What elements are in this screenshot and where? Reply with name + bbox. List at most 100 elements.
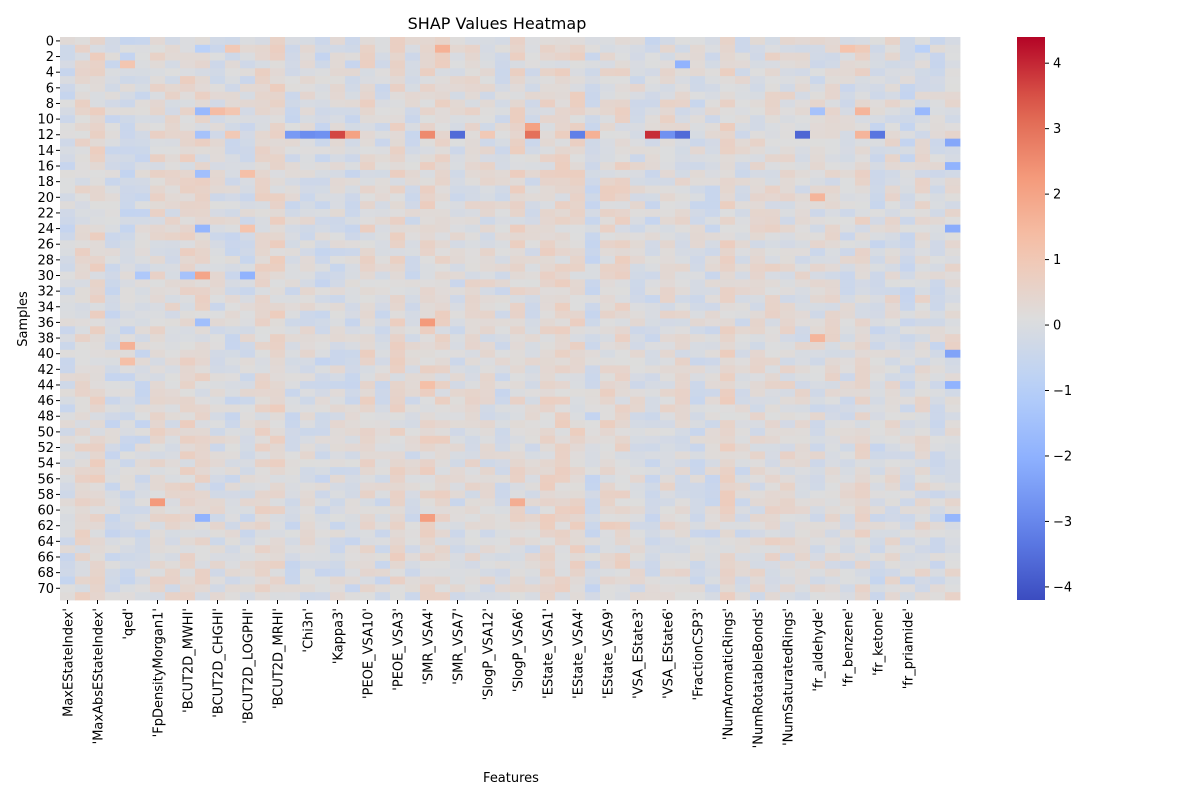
heatmap-cell [360, 76, 376, 85]
heatmap-cell [750, 592, 766, 601]
heatmap-cell [705, 123, 721, 132]
heatmap-cell [120, 177, 136, 186]
heatmap-cell [840, 459, 856, 468]
heatmap-cell [885, 302, 901, 312]
heatmap-cell [945, 60, 961, 69]
heatmap-cell [405, 584, 421, 593]
heatmap-cell [360, 560, 376, 570]
heatmap-cell [885, 193, 901, 202]
heatmap-cell [915, 318, 931, 327]
heatmap-cell [345, 349, 361, 358]
heatmap-cell [345, 576, 361, 585]
heatmap-cell [120, 318, 136, 327]
heatmap-cell [855, 584, 871, 593]
heatmap-cell [555, 60, 571, 69]
heatmap-cell [120, 216, 136, 226]
heatmap-cell [840, 396, 856, 405]
heatmap-cell [60, 271, 76, 280]
heatmap-cell [120, 381, 136, 390]
heatmap-cell [765, 60, 781, 69]
heatmap-cell [165, 560, 181, 570]
heatmap-cell [615, 576, 631, 585]
heatmap-cell [660, 169, 676, 179]
heatmap-cell [615, 506, 631, 515]
heatmap-cell [645, 177, 661, 186]
heatmap-cell [645, 99, 661, 108]
heatmap-cell [75, 357, 91, 366]
heatmap-cell [780, 592, 796, 601]
heatmap-cell [735, 146, 751, 155]
heatmap-cell [240, 185, 256, 194]
heatmap-cell [900, 513, 916, 523]
heatmap-cell [630, 435, 646, 445]
heatmap-cell [870, 302, 886, 312]
heatmap-cell [645, 216, 661, 226]
heatmap-cell [570, 201, 586, 210]
heatmap-cell [735, 529, 751, 538]
heatmap-cell [360, 271, 376, 280]
heatmap-cell [480, 255, 496, 265]
heatmap-cell [645, 576, 661, 585]
heatmap-cell [195, 365, 211, 374]
heatmap-cell [585, 521, 601, 531]
heatmap-cell [720, 216, 736, 226]
heatmap-cell [285, 592, 301, 601]
heatmap-cell [780, 584, 796, 593]
heatmap-cell [900, 271, 916, 280]
heatmap-cell [900, 37, 916, 46]
heatmap-cell [570, 255, 586, 265]
heatmap-cell [690, 52, 706, 61]
heatmap-cell [885, 435, 901, 445]
heatmap-cell [825, 467, 841, 476]
heatmap-cell [270, 310, 286, 319]
heatmap-cell [300, 513, 316, 523]
heatmap-cell [585, 216, 601, 226]
heatmap-cell [570, 162, 586, 171]
heatmap-cell [255, 373, 271, 382]
heatmap-cell [315, 334, 331, 343]
heatmap-cell [840, 381, 856, 390]
heatmap-cell [285, 115, 301, 124]
heatmap-cell [495, 545, 511, 554]
heatmap-cell [405, 474, 421, 484]
heatmap-cell [90, 334, 106, 343]
heatmap-cell [270, 302, 286, 312]
heatmap-cell [345, 357, 361, 366]
heatmap-cell [150, 412, 166, 421]
heatmap-cell [420, 255, 436, 265]
x-tick-label: 'SMR_VSA7' [452, 608, 467, 685]
heatmap-cell [330, 482, 346, 491]
heatmap-cell [600, 248, 616, 257]
heatmap-cell [450, 68, 466, 77]
heatmap-cell [150, 255, 166, 265]
heatmap-cell [135, 326, 151, 335]
heatmap-cell [360, 521, 376, 531]
heatmap-cell [375, 115, 391, 124]
heatmap-cell [600, 513, 616, 523]
heatmap-cell [780, 154, 796, 163]
heatmap-cell [300, 420, 316, 429]
heatmap-cell [765, 154, 781, 163]
heatmap-cell [675, 107, 691, 116]
heatmap-cell [660, 584, 676, 593]
heatmap-cell [810, 341, 826, 351]
heatmap-cell [900, 162, 916, 171]
heatmap-cell [720, 60, 736, 69]
heatmap-cell [585, 162, 601, 171]
heatmap-cell [840, 99, 856, 108]
heatmap-cell [405, 420, 421, 429]
heatmap-cell [435, 193, 451, 202]
heatmap-cell [435, 553, 451, 562]
heatmap-cell [420, 506, 436, 515]
heatmap-cell [435, 60, 451, 69]
heatmap-cell [480, 365, 496, 374]
heatmap-cell [315, 490, 331, 499]
heatmap-cell [945, 396, 961, 405]
heatmap-cell [765, 52, 781, 61]
heatmap-cell [270, 553, 286, 562]
heatmap-cell [405, 349, 421, 358]
heatmap-cell [855, 451, 871, 460]
heatmap-cell [570, 396, 586, 405]
heatmap-cell [420, 513, 436, 523]
heatmap-cell [240, 404, 256, 413]
